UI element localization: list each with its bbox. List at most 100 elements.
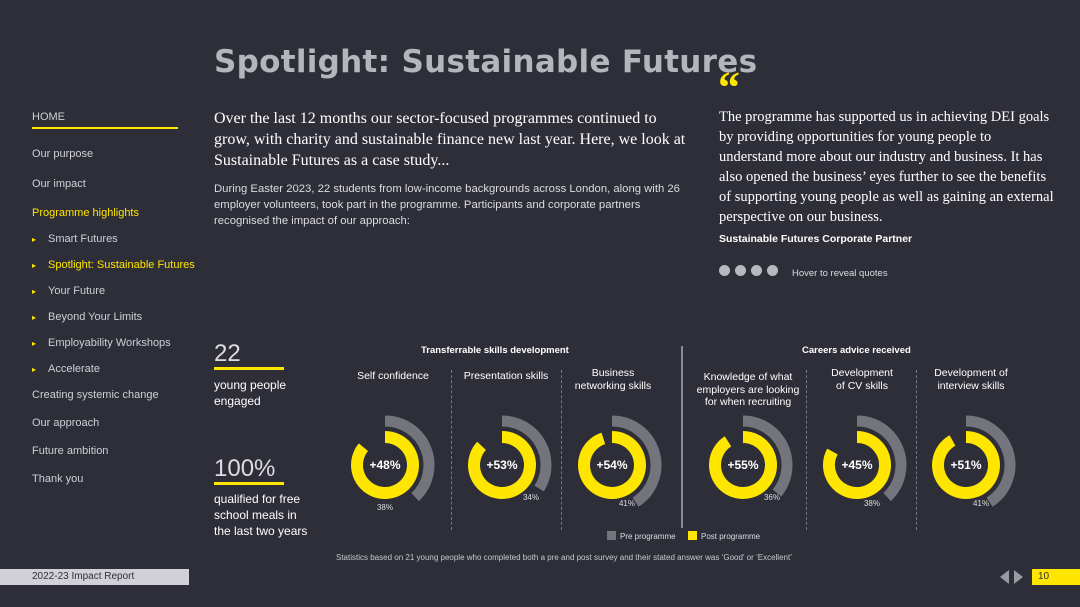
stat-underline (214, 367, 284, 370)
quote-dot-3[interactable] (751, 265, 762, 276)
column-label-line: employers are looking (696, 383, 800, 396)
nav-bullet-icon: ▸ (32, 313, 37, 322)
stat-underline (214, 482, 284, 485)
group-title-transferable: Transferrable skills development (421, 345, 569, 356)
lead-paragraph: Over the last 12 months our sector-focus… (214, 110, 686, 169)
column-label-line: Knowledge of what (703, 371, 793, 383)
nav-bullet-icon: ▸ (32, 339, 37, 348)
column-label: Development of interview skills (911, 367, 1031, 392)
post-value-label: 86% (382, 487, 398, 496)
page-number: 10 (1038, 571, 1050, 582)
post-programme-arc (351, 431, 419, 499)
column-label-line: networking skills (574, 379, 652, 392)
stat-label-line: school meals in (214, 508, 297, 522)
sidebar-item-your-future[interactable]: Your Future (48, 285, 106, 297)
page-title: Spotlight: Sustainable Futures (214, 44, 758, 80)
column-label: Business networking skills (553, 367, 673, 392)
pre-programme-arc (742, 415, 793, 497)
quote-dot-4[interactable] (767, 265, 778, 276)
quote-mark-icon: “ (718, 63, 740, 112)
footer-bar (0, 569, 189, 585)
group-divider (681, 346, 683, 528)
post-value-label: 83% (849, 487, 865, 496)
post-value-label: 95% (607, 487, 623, 496)
pre-programme-arc (384, 415, 435, 502)
column-label-line: interview skills (937, 379, 1005, 392)
next-page-arrow-icon[interactable] (1014, 570, 1023, 584)
pre-value-label: 41% (619, 499, 635, 508)
post-value-label: 91% (735, 487, 751, 496)
column-label-line: for when recruiting (704, 396, 792, 408)
pre-programme-arc (856, 415, 907, 502)
pre-value-label: 36% (764, 493, 780, 502)
change-label: +45% (841, 458, 872, 472)
change-label: +54% (596, 458, 627, 472)
quote-dot-1[interactable] (719, 265, 730, 276)
stat-young-people-number: 22 (214, 340, 241, 367)
sidebar-item-our-purpose[interactable]: Our purpose (32, 148, 94, 160)
stat-label-line: qualified for free (214, 492, 301, 506)
sidebar-item-employability-workshops[interactable]: Employability Workshops (48, 337, 171, 349)
column-divider (561, 370, 562, 530)
post-value-label: 92% (958, 487, 974, 496)
sidebar-item-future-ambition[interactable]: Future ambition (32, 445, 109, 457)
sidebar-item-programme-highlights[interactable]: Programme highlights (32, 207, 139, 219)
nav-bullet-icon: ▸ (32, 261, 37, 270)
sidebar-item-our-impact[interactable]: Our impact (32, 178, 86, 190)
stat-label-line: young people (214, 378, 287, 392)
pre-value-label: 38% (377, 503, 393, 512)
sidebar-item-our-approach[interactable]: Our approach (32, 417, 100, 429)
legend-post-swatch (688, 531, 697, 540)
column-label: Development of CV skills (802, 367, 922, 392)
legend-pre-label: Pre programme (620, 532, 676, 541)
column-label: Knowledge of what employers are looking fo… (688, 371, 808, 409)
nav-bullet-icon: ▸ (32, 235, 37, 244)
pre-value-label: 34% (523, 493, 539, 502)
sidebar-item-beyond-your-limits[interactable]: Beyond Your Limits (48, 311, 143, 323)
stat-label-line: engaged (214, 394, 261, 408)
change-label: +51% (950, 458, 981, 472)
column-divider (916, 370, 917, 530)
sidebar-item-thank-you[interactable]: Thank you (32, 473, 84, 485)
footer-report-title: 2022-23 Impact Report (32, 571, 135, 582)
post-programme-arc (823, 431, 891, 499)
sidebar-item-smart-futures[interactable]: Smart Futures (48, 233, 118, 245)
body-paragraph: During Easter 2023, 22 students from low… (214, 183, 680, 227)
home-underline (32, 127, 178, 129)
column-label-line: Development of (934, 367, 1008, 379)
column-label-line: Business (591, 367, 635, 379)
pre-value-label: 41% (973, 499, 989, 508)
stat-fsm-number: 100% (214, 455, 276, 482)
quote-author: Sustainable Futures Corporate Partner (719, 233, 913, 245)
pre-programme-arc (611, 415, 662, 507)
legend-pre-swatch (607, 531, 616, 540)
quote-dot-2[interactable] (735, 265, 746, 276)
pre-programme-arc (501, 415, 552, 492)
sidebar-item-spotlight-sustainable-futures[interactable]: Spotlight: Sustainable Futures (48, 259, 195, 271)
prev-page-arrow-icon[interactable] (1000, 570, 1009, 584)
sidebar-item-creating-systemic-change[interactable]: Creating systemic change (32, 389, 159, 401)
post-value-label: 87% (497, 487, 513, 496)
post-programme-arc (709, 431, 777, 499)
column-label: Self confidence (333, 370, 453, 383)
column-label-line: Development (831, 367, 893, 379)
nav-bullet-icon: ▸ (32, 287, 37, 296)
column-label-line: of CV skills (836, 379, 888, 392)
column-label: Presentation skills (446, 370, 566, 383)
group-title-careers: Careers advice received (802, 345, 911, 356)
column-label-line: Presentation skills (463, 370, 549, 382)
nav-home[interactable]: HOME (32, 111, 65, 123)
pre-programme-arc (965, 415, 1016, 507)
stats-footnote: Statistics based on 21 young people who … (336, 553, 792, 562)
post-programme-arc (578, 431, 646, 499)
sidebar-item-accelerate[interactable]: Accelerate (48, 363, 100, 375)
legend-post-label: Post programme (701, 532, 761, 541)
post-programme-arc (468, 431, 536, 499)
column-label-line: Self confidence (357, 370, 429, 382)
stat-label-line: the last two years (214, 524, 308, 538)
column-divider (806, 370, 807, 530)
post-programme-arc (932, 431, 1000, 499)
column-divider (451, 370, 452, 530)
change-label: +55% (727, 458, 758, 472)
